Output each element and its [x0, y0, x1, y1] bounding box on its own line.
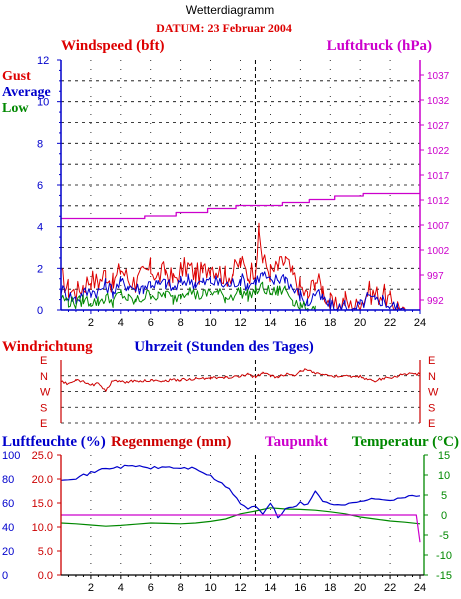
rain-y-tick-label: 10.0	[32, 522, 53, 534]
climate-x-tick-label: 4	[118, 582, 124, 594]
temperature-y-tick-label: -15	[436, 570, 452, 582]
climate-x-tick-label: 10	[204, 582, 216, 594]
humidity-y-tick-label: 60	[2, 498, 14, 510]
temperature-y-tick-label: 10	[438, 470, 450, 482]
series-taupunkt	[61, 514, 421, 543]
humidity-y-tick-label: 20	[2, 546, 14, 558]
wind-direction-label-right: E	[428, 418, 435, 430]
rain-title: Regenmenge (mm)	[111, 434, 231, 450]
climate-x-tick-label: 18	[324, 582, 336, 594]
pressure-y-tick-label: 1002	[427, 246, 450, 257]
pressure-y-tick-label: 1032	[427, 96, 450, 107]
humidity-y-tick-label: 80	[2, 474, 14, 486]
windspeed-y-tick-label: 12	[37, 55, 49, 67]
windspeed-x-tick-label: 14	[264, 317, 276, 329]
climate-x-tick-label: 16	[294, 582, 306, 594]
climate-x-tick-label: 20	[354, 582, 366, 594]
legend-low: Low	[2, 101, 29, 116]
legend-gust: Gust	[2, 69, 31, 84]
wind-direction-label-right: S	[428, 402, 435, 414]
pressure-y-tick-label: 1017	[427, 171, 450, 182]
temperature-y-tick-label: -5	[439, 530, 449, 542]
windspeed-y-tick-label: 4	[37, 222, 43, 234]
series-gust	[60, 222, 406, 311]
pressure-y-tick-label: 1027	[427, 121, 450, 132]
humidity-title: Luftfeuchte (%)	[2, 434, 106, 450]
climate-x-tick-label: 14	[264, 582, 276, 594]
windspeed-x-tick-label: 8	[178, 317, 184, 329]
rain-y-tick-label: 0.0	[38, 570, 53, 582]
windspeed-x-tick-label: 10	[204, 317, 216, 329]
series-luftfeuchte	[60, 464, 421, 519]
humidity-y-tick-label: 100	[2, 450, 20, 462]
climate-x-tick-label: 6	[148, 582, 154, 594]
windspeed-x-tick-label: 6	[148, 317, 154, 329]
temperature-title: Temperatur (°C)	[352, 434, 459, 450]
temperature-y-tick-label: 5	[441, 490, 447, 502]
wind-direction-label-left: E	[40, 418, 47, 430]
rain-y-tick-label: 20.0	[32, 474, 53, 486]
temperature-y-tick-label: 15	[438, 450, 450, 462]
rain-y-tick-label: 25.0	[32, 450, 53, 462]
series-temperatur	[60, 507, 421, 527]
time-axis-title: Uhrzeit (Stunden des Tages)	[134, 339, 314, 355]
windspeed-x-tick-label: 12	[234, 317, 246, 329]
climate-x-tick-label: 24	[414, 582, 426, 594]
series-luftdruck	[61, 192, 420, 220]
windspeed-y-tick-label: 2	[37, 263, 43, 275]
wind-direction-label-left: E	[40, 355, 47, 367]
page-title: Wetterdiagramm	[186, 3, 274, 17]
wind-direction-title: Windrichtung	[2, 339, 93, 355]
pressure-y-tick-label: 992	[427, 296, 444, 307]
windspeed-x-tick-label: 22	[384, 317, 396, 329]
rain-y-tick-label: 15.0	[32, 498, 53, 510]
windspeed-x-tick-label: 24	[414, 317, 426, 329]
windspeed-x-tick-label: 2	[88, 317, 94, 329]
pressure-y-tick-label: 1007	[427, 221, 450, 232]
wind-direction-label-left: N	[40, 371, 48, 383]
windspeed-x-tick-label: 4	[118, 317, 124, 329]
windspeed-title: Windspeed (bft)	[61, 38, 165, 54]
climate-x-tick-label: 8	[178, 582, 184, 594]
wind-direction-label-left: S	[40, 402, 47, 414]
pressure-y-tick-label: 1037	[427, 71, 450, 82]
dewpoint-title: Taupunkt	[265, 434, 328, 450]
pressure-y-tick-label: 997	[427, 271, 444, 282]
temperature-y-tick-label: 0	[441, 510, 447, 522]
windspeed-x-tick-label: 18	[324, 317, 336, 329]
climate-x-tick-label: 12	[234, 582, 246, 594]
series-windrichtung	[60, 368, 421, 392]
pressure-y-tick-label: 1022	[427, 146, 450, 157]
windspeed-y-tick-label: 0	[37, 305, 43, 317]
windspeed-y-tick-label: 8	[37, 138, 43, 150]
series-low	[60, 281, 316, 311]
humidity-y-tick-label: 0	[2, 570, 8, 582]
windspeed-y-tick-label: 10	[37, 97, 49, 109]
rain-y-tick-label: 5.0	[38, 546, 53, 558]
date-label: DATUM: 23 Februar 2004	[156, 21, 292, 35]
temperature-y-tick-label: -10	[436, 550, 452, 562]
windspeed-x-tick-label: 16	[294, 317, 306, 329]
windspeed-x-tick-label: 20	[354, 317, 366, 329]
climate-x-tick-label: 2	[88, 582, 94, 594]
wind-direction-label-left: W	[40, 387, 51, 399]
windspeed-y-tick-label: 6	[37, 180, 43, 192]
humidity-y-tick-label: 40	[2, 522, 14, 534]
wind-direction-label-right: W	[428, 387, 439, 399]
wind-direction-label-right: E	[428, 355, 435, 367]
wind-direction-label-right: N	[428, 371, 436, 383]
legend-average: Average	[2, 85, 51, 100]
climate-x-tick-label: 22	[384, 582, 396, 594]
pressure-title: Luftdruck (hPa)	[327, 38, 432, 54]
pressure-y-tick-label: 1012	[427, 196, 450, 207]
